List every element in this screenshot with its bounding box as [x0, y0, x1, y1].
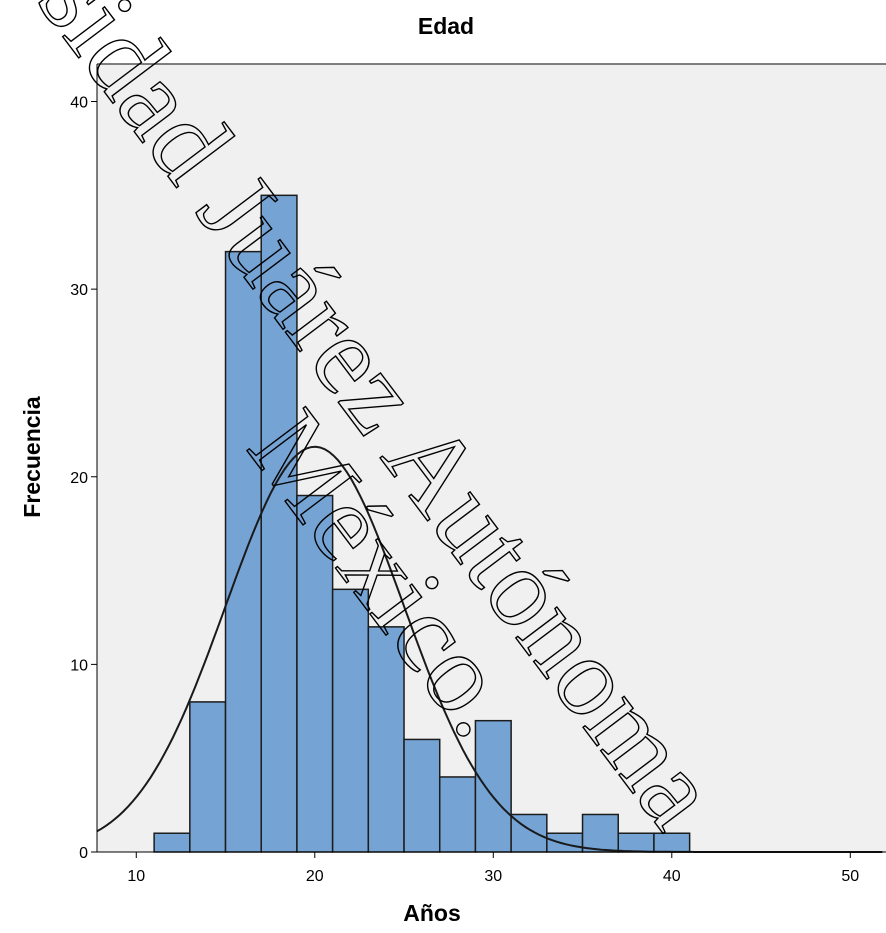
x-ticks-group: 10 20 30 40 50: [127, 852, 859, 885]
histogram-bar-19-21: [296, 494, 334, 853]
histogram-bar-29-31: [474, 719, 512, 853]
x-tick-label-20: 20: [306, 868, 324, 885]
histogram-bar-25-27: [403, 738, 441, 853]
histogram-bar-21-23: [331, 588, 370, 853]
histogram-bar-13-15: [189, 701, 227, 853]
x-tick-label-30: 30: [484, 868, 502, 885]
histogram-bar-11-13: [153, 832, 191, 853]
y-ticks-group: 0 10 20 30 40: [70, 95, 97, 862]
histogram-bar-35-37: [581, 813, 619, 853]
y-tick-label-20: 20: [70, 470, 88, 487]
histogram-bar-27-29: [438, 776, 477, 853]
x-axis-label: Años: [403, 900, 461, 926]
y-axis-label: Frecuencia: [19, 396, 45, 518]
x-tick-label-40: 40: [663, 868, 681, 885]
histogram-bar-23-25: [367, 626, 405, 853]
x-tick-label-50: 50: [841, 868, 859, 885]
y-tick-label-40: 40: [70, 95, 88, 112]
histogram-bar-15-17: [224, 250, 262, 853]
x-tick-label-10: 10: [127, 868, 145, 885]
histogram-bar-33-35: [546, 832, 584, 853]
y-tick-label-30: 30: [70, 282, 88, 299]
y-tick-label-10: 10: [70, 657, 88, 674]
chart-title: Edad: [418, 13, 474, 39]
y-tick-label-0: 0: [79, 845, 88, 862]
